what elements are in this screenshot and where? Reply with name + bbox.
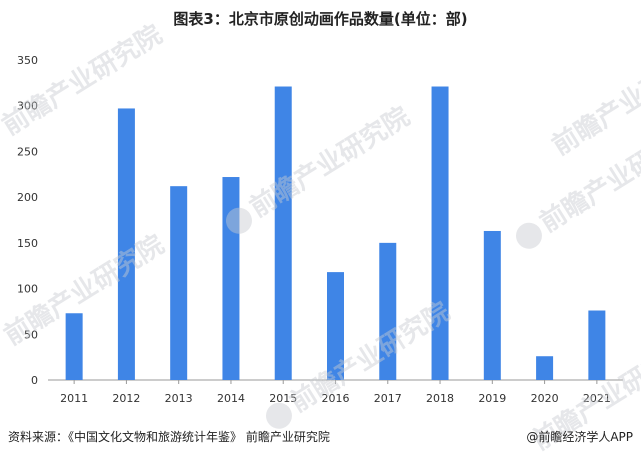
x-tick-label: 2014 [217, 392, 245, 405]
bar-2011 [65, 313, 83, 380]
chart-title: 图表3：北京市原创动画作品数量(单位：部) [173, 10, 468, 28]
bar-2020 [536, 356, 554, 380]
x-tick-label: 2011 [60, 392, 88, 405]
y-tick-label: 0 [31, 374, 38, 387]
y-tick-label: 300 [17, 100, 38, 113]
x-tick-label: 2021 [583, 392, 611, 405]
bar-2015 [274, 86, 292, 380]
bar-2016 [327, 272, 344, 380]
y-tick-label: 350 [17, 54, 38, 67]
bars [65, 86, 606, 380]
x-tick-label: 2012 [112, 392, 140, 405]
source-note: 资料来源：《中国文化文物和旅游统计年鉴》 前瞻产业研究院 [8, 430, 330, 444]
y-tick-label: 150 [17, 237, 38, 250]
x-axis: 2011 2012 2013 2014 2015 2016 2017 2018 2019 2020… [48, 379, 623, 405]
x-tick-label: 2020 [531, 392, 559, 405]
x-tick-label: 2016 [322, 392, 350, 405]
bar-2012 [117, 108, 135, 380]
x-tick-label: 2015 [269, 392, 297, 405]
bar-2017 [379, 242, 397, 380]
x-tick-label: 2013 [165, 392, 193, 405]
bar-2021 [588, 310, 606, 380]
bar-2014 [222, 177, 240, 380]
x-tick-label: 2018 [426, 392, 454, 405]
brand-credit: @前瞻经济学人APP [526, 430, 633, 444]
y-tick-label: 50 [24, 328, 38, 341]
y-tick-label: 100 [17, 283, 38, 296]
x-tick-label: 2017 [374, 392, 402, 405]
y-axis: 0 50 100 150 200 250 300 350 [17, 54, 38, 387]
bar-2013 [170, 186, 188, 380]
bar-2018 [431, 86, 449, 380]
bar-2019 [483, 230, 501, 380]
y-tick-label: 200 [17, 191, 38, 204]
y-tick-label: 250 [17, 145, 38, 158]
x-tick-label: 2019 [478, 392, 506, 405]
